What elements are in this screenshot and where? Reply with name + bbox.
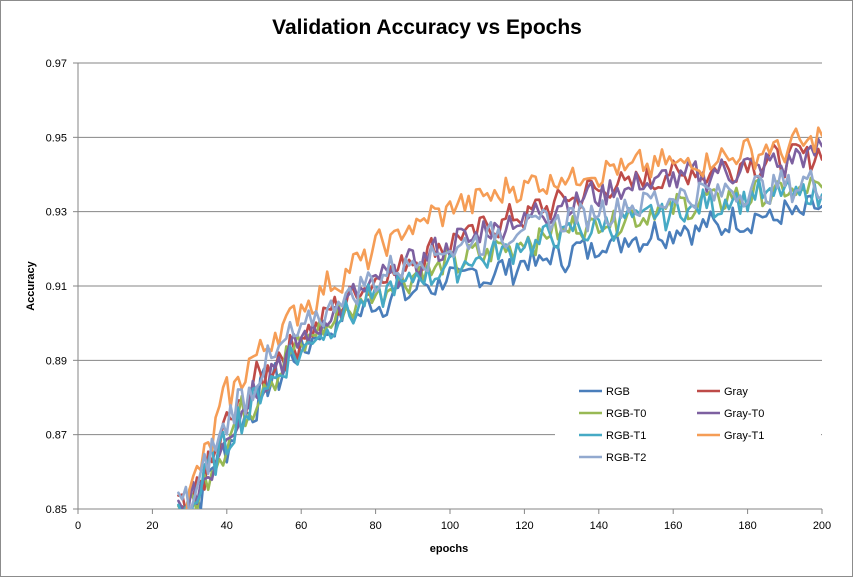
series-line-gray-t1 — [185, 126, 822, 509]
x-tick-label: 20 — [146, 520, 158, 532]
y-tick-label: 0.97 — [46, 58, 67, 70]
chart-title: Validation Accuracy vs Epochs — [272, 16, 582, 39]
x-tick-label: 100 — [441, 520, 459, 532]
y-tick-label: 0.85 — [46, 504, 67, 516]
legend: RGB Gray RGB-T0 Gray-T0 RGB-T1 Gray-T1 RGB-T2 — [555, 373, 821, 479]
y-tick-label: 0.89 — [46, 355, 67, 367]
series-line-rgb-t1 — [177, 178, 822, 509]
x-tick-label: 80 — [369, 520, 381, 532]
x-tick-label: 120 — [515, 520, 533, 532]
y-tick-label: 0.95 — [46, 132, 67, 144]
plot-area — [177, 126, 822, 509]
y-tick-label: 0.93 — [46, 207, 67, 219]
y-axis-title: Accuracy — [25, 260, 37, 310]
legend-label-gray: Gray — [724, 386, 748, 398]
x-tick-label: 40 — [221, 520, 233, 532]
legend-box — [555, 373, 821, 479]
x-tick-label: 0 — [75, 520, 81, 532]
legend-label-gray-t0: Gray-T0 — [724, 408, 764, 420]
x-tick-label: 200 — [813, 520, 831, 532]
x-tick-label: 60 — [295, 520, 307, 532]
x-tick-label: 140 — [590, 520, 608, 532]
legend-label-rgb-t1: RGB-T1 — [606, 430, 646, 442]
series-line-rgb-t2 — [177, 169, 822, 509]
legend-label-rgb-t0: RGB-T0 — [606, 408, 646, 420]
x-axis-title: epochs — [430, 543, 469, 555]
y-tick-labels: 0.85 0.87 0.89 0.91 0.93 0.95 0.97 — [46, 58, 67, 516]
x-tick-labels: 0 20 40 60 80 100 120 140 160 180 200 — [75, 520, 831, 532]
legend-label-gray-t1: Gray-T1 — [724, 430, 764, 442]
series-lines — [177, 126, 822, 509]
y-tick-label: 0.87 — [46, 430, 67, 442]
series-line-rgb-t0 — [177, 176, 822, 509]
legend-label-rgb: RGB — [606, 386, 630, 398]
x-tick-label: 180 — [738, 520, 756, 532]
y-tick-label: 0.91 — [46, 281, 67, 293]
x-tick-label: 160 — [664, 520, 682, 532]
legend-label-rgb-t2: RGB-T2 — [606, 452, 646, 464]
